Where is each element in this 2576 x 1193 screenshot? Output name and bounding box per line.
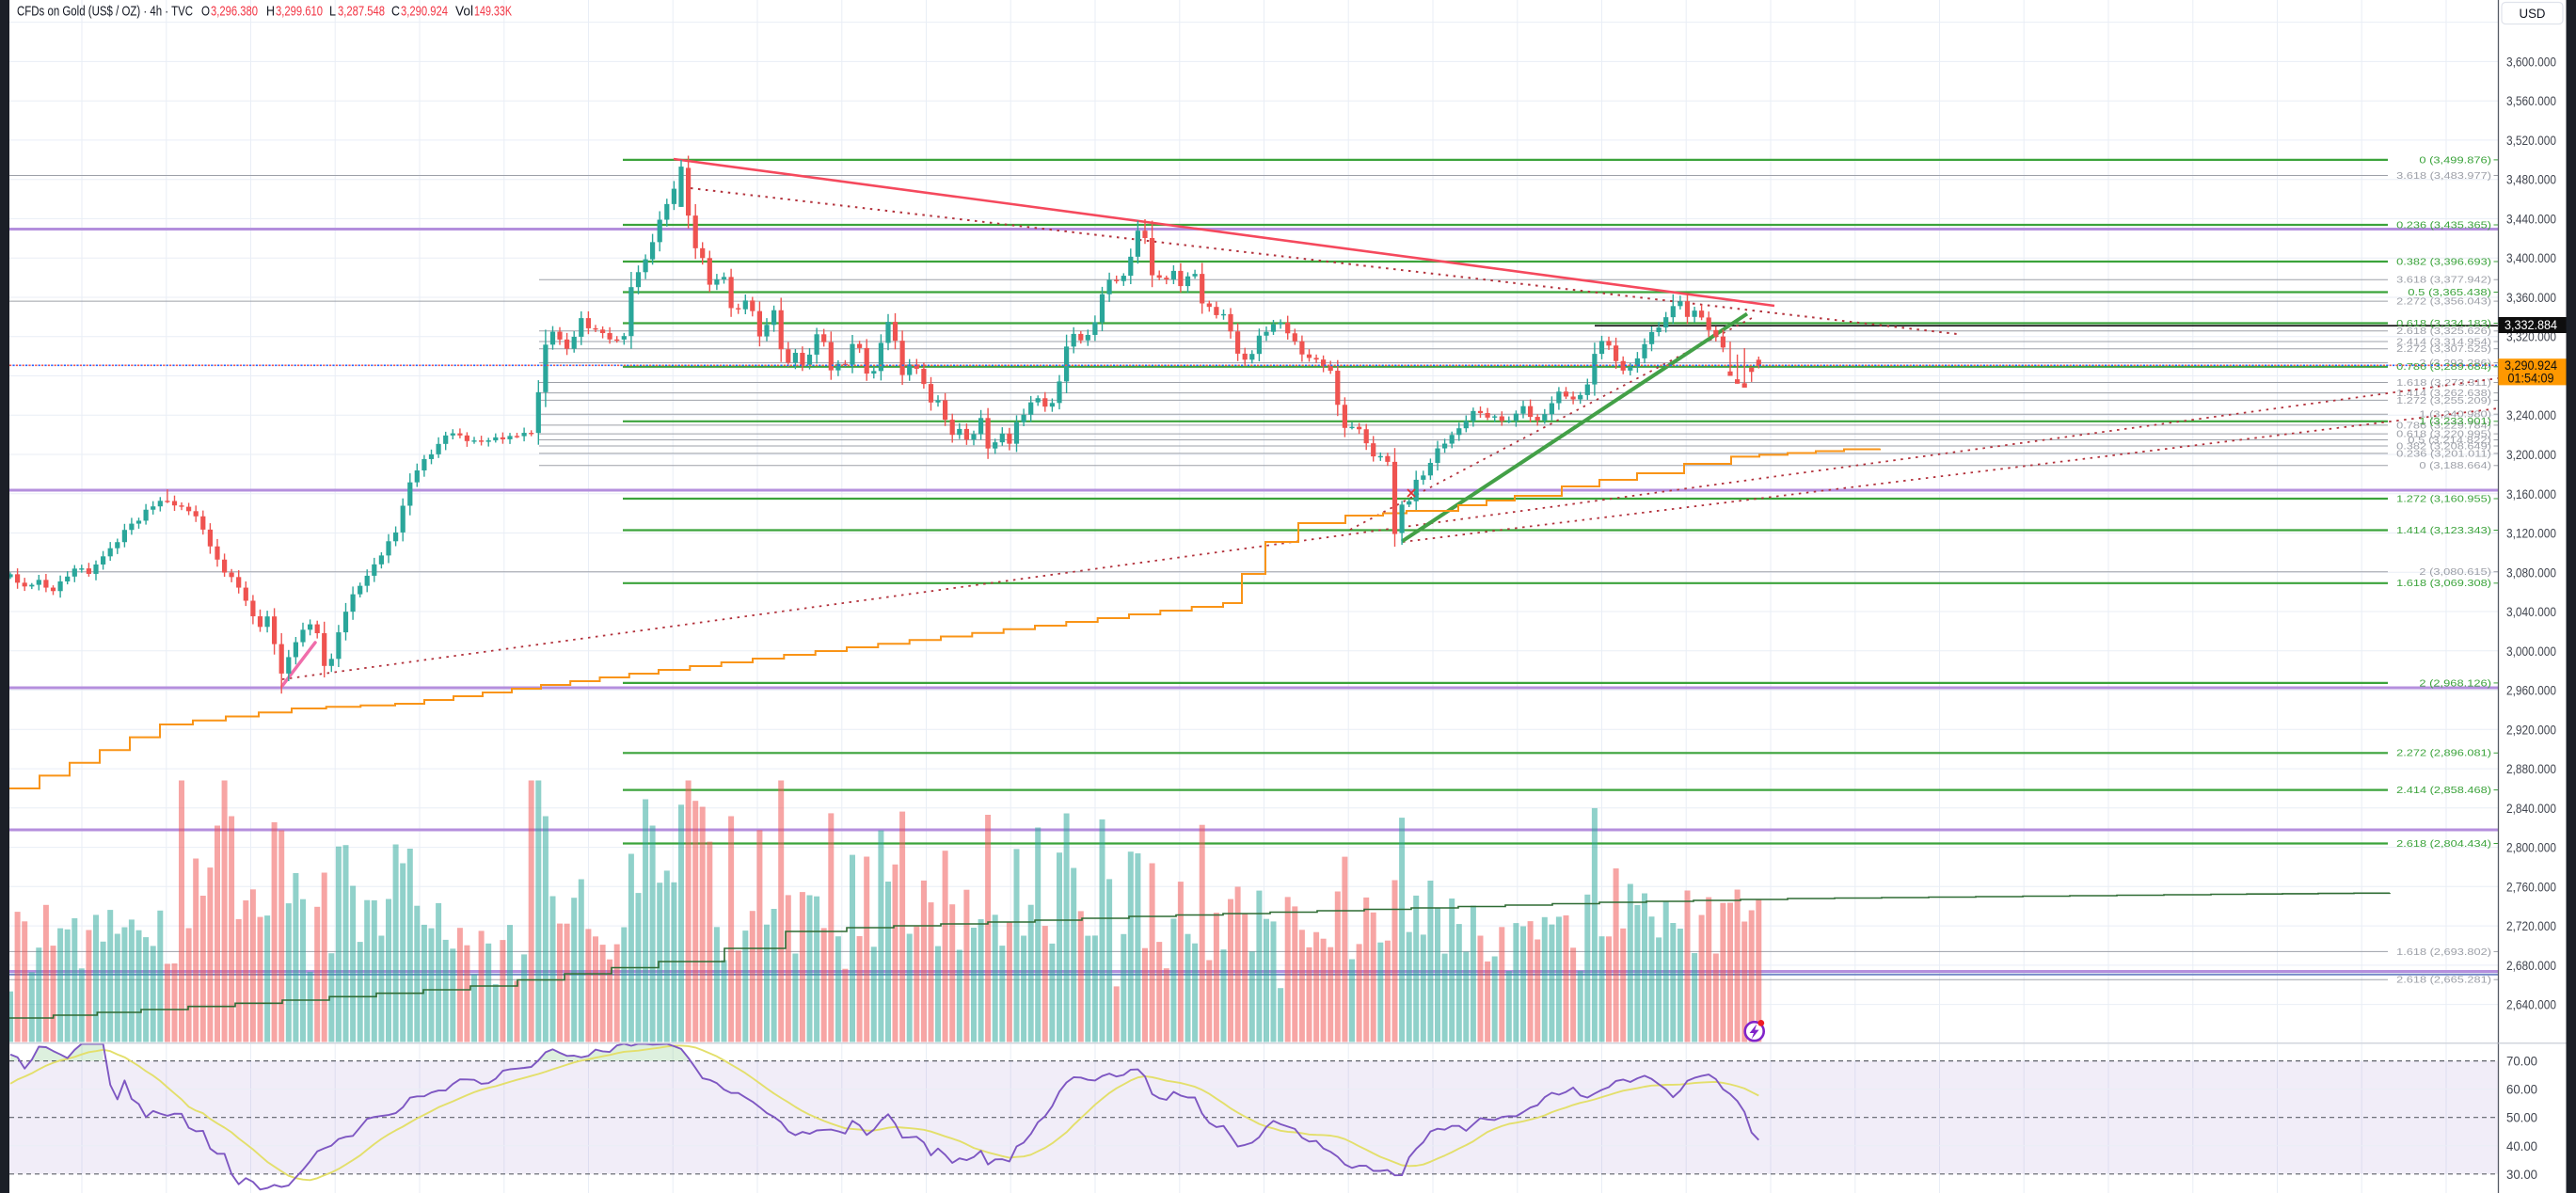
svg-text:2.414 (3,314.954): 2.414 (3,314.954) (2396, 336, 2491, 347)
svg-text:3.618 (3,483.977): 3.618 (3,483.977) (2396, 170, 2491, 182)
svg-text:2,800.000: 2,800.000 (2506, 840, 2556, 855)
svg-text:70.00: 70.00 (2506, 1054, 2537, 1069)
svg-text:60.00: 60.00 (2506, 1082, 2537, 1097)
svg-text:1.272 (3,160.955): 1.272 (3,160.955) (2396, 493, 2491, 504)
svg-text:3,400.000: 3,400.000 (2506, 250, 2556, 265)
svg-text:0.236 (3,435.365): 0.236 (3,435.365) (2396, 219, 2491, 231)
svg-text:01:54:09: 01:54:09 (2508, 371, 2554, 386)
svg-text:3,360.000: 3,360.000 (2506, 290, 2556, 305)
svg-text:L: L (329, 4, 336, 20)
svg-text:3,160.000: 3,160.000 (2506, 486, 2556, 501)
svg-text:3,000.000: 3,000.000 (2506, 644, 2556, 659)
svg-text:0.786 (3,229.784): 0.786 (3,229.784) (2396, 420, 2491, 431)
svg-text:3,200.000: 3,200.000 (2506, 447, 2556, 462)
svg-text:0.382 (3,208.649): 0.382 (3,208.649) (2396, 440, 2491, 452)
svg-text:2.272 (3,356.043): 2.272 (3,356.043) (2396, 296, 2491, 308)
svg-text:1.618 (3,273.311): 1.618 (3,273.311) (2396, 377, 2491, 389)
svg-text:3,290.924: 3,290.924 (2504, 358, 2557, 373)
svg-text:1 (3,233.901): 1 (3,233.901) (2419, 416, 2491, 427)
svg-text:1.618 (2,693.802): 1.618 (2,693.802) (2396, 946, 2491, 958)
svg-text:0 (3,188.664): 0 (3,188.664) (2419, 460, 2491, 471)
svg-text:2.272 (3,307.525): 2.272 (3,307.525) (2396, 343, 2491, 355)
svg-text:1.618 (3,069.308): 1.618 (3,069.308) (2396, 578, 2491, 589)
svg-text:0.5 (3,214.822): 0.5 (3,214.822) (2408, 435, 2491, 446)
svg-text:2,920.000: 2,920.000 (2506, 722, 2556, 737)
svg-text:0.382 (3,396.693): 0.382 (3,396.693) (2396, 256, 2491, 267)
svg-text:0.618 (3,334.183): 0.618 (3,334.183) (2396, 318, 2491, 329)
svg-text:3,287.548: 3,287.548 (338, 4, 385, 20)
svg-text:2.618 (2,804.434): 2.618 (2,804.434) (2396, 838, 2491, 850)
svg-text:0 (3,499.876): 0 (3,499.876) (2419, 154, 2491, 166)
svg-text:C: C (391, 4, 400, 20)
svg-text:2,880.000: 2,880.000 (2506, 761, 2556, 776)
svg-text:3,520.000: 3,520.000 (2506, 133, 2556, 148)
svg-text:3,440.000: 3,440.000 (2506, 211, 2556, 226)
svg-text:2,760.000: 2,760.000 (2506, 879, 2556, 894)
svg-text:2,840.000: 2,840.000 (2506, 801, 2556, 816)
svg-text:40.00: 40.00 (2506, 1138, 2537, 1153)
svg-text:2,680.000: 2,680.000 (2506, 958, 2556, 973)
svg-text:0.786 (3,289.684): 0.786 (3,289.684) (2396, 361, 2491, 373)
svg-text:149.33K: 149.33K (474, 4, 512, 20)
svg-text:3,560.000: 3,560.000 (2506, 93, 2556, 108)
svg-text:3,600.000: 3,600.000 (2506, 54, 2556, 69)
svg-text:1.414 (3,123.343): 1.414 (3,123.343) (2396, 525, 2491, 536)
svg-text:2.618 (3,325.626): 2.618 (3,325.626) (2396, 326, 2491, 337)
svg-text:3,290.924: 3,290.924 (401, 4, 448, 20)
svg-text:0.5 (3,365.438): 0.5 (3,365.438) (2408, 287, 2491, 298)
svg-text:3,480.000: 3,480.000 (2506, 172, 2556, 187)
svg-text:2,640.000: 2,640.000 (2506, 997, 2556, 1012)
svg-text:2 (2,968.126): 2 (2,968.126) (2419, 677, 2491, 689)
svg-text:3,240.000: 3,240.000 (2506, 407, 2556, 422)
svg-text:50.00: 50.00 (2506, 1110, 2537, 1125)
svg-text:CFDs on Gold (US$ / OZ) · 4h ·: CFDs on Gold (US$ / OZ) · 4h · TVC (17, 4, 193, 20)
svg-text:3,296.380: 3,296.380 (211, 4, 258, 20)
svg-text:2.272 (2,896.081): 2.272 (2,896.081) (2396, 748, 2491, 759)
svg-text:0.618 (3,220.995): 0.618 (3,220.995) (2396, 429, 2491, 440)
svg-text:3,080.000: 3,080.000 (2506, 565, 2556, 580)
svg-text:O: O (201, 4, 210, 20)
svg-text:0.236 (3,201.011): 0.236 (3,201.011) (2396, 448, 2491, 459)
svg-text:3.618 (3,377.942): 3.618 (3,377.942) (2396, 275, 2491, 286)
svg-text:3,040.000: 3,040.000 (2506, 604, 2556, 619)
svg-text:H: H (266, 4, 275, 20)
svg-text:2 (3,080.615): 2 (3,080.615) (2419, 566, 2491, 578)
svg-text:30.00: 30.00 (2506, 1167, 2537, 1182)
svg-text:3,332.884: 3,332.884 (2504, 317, 2557, 332)
svg-text:3,120.000: 3,120.000 (2506, 526, 2556, 541)
svg-text:2.414 (2,858.468): 2.414 (2,858.468) (2396, 785, 2491, 796)
svg-text:1.414 (3,262.638): 1.414 (3,262.638) (2396, 388, 2491, 399)
svg-text:2.618 (2,665.281): 2.618 (2,665.281) (2396, 975, 2491, 986)
svg-text:USD: USD (2520, 7, 2546, 21)
svg-text:2,960.000: 2,960.000 (2506, 683, 2556, 698)
svg-text:2,720.000: 2,720.000 (2506, 918, 2556, 933)
svg-text:1.272 (3,255.209): 1.272 (3,255.209) (2396, 395, 2491, 406)
svg-text:3,299.610: 3,299.610 (276, 4, 323, 20)
svg-text:Vol: Vol (455, 4, 473, 20)
